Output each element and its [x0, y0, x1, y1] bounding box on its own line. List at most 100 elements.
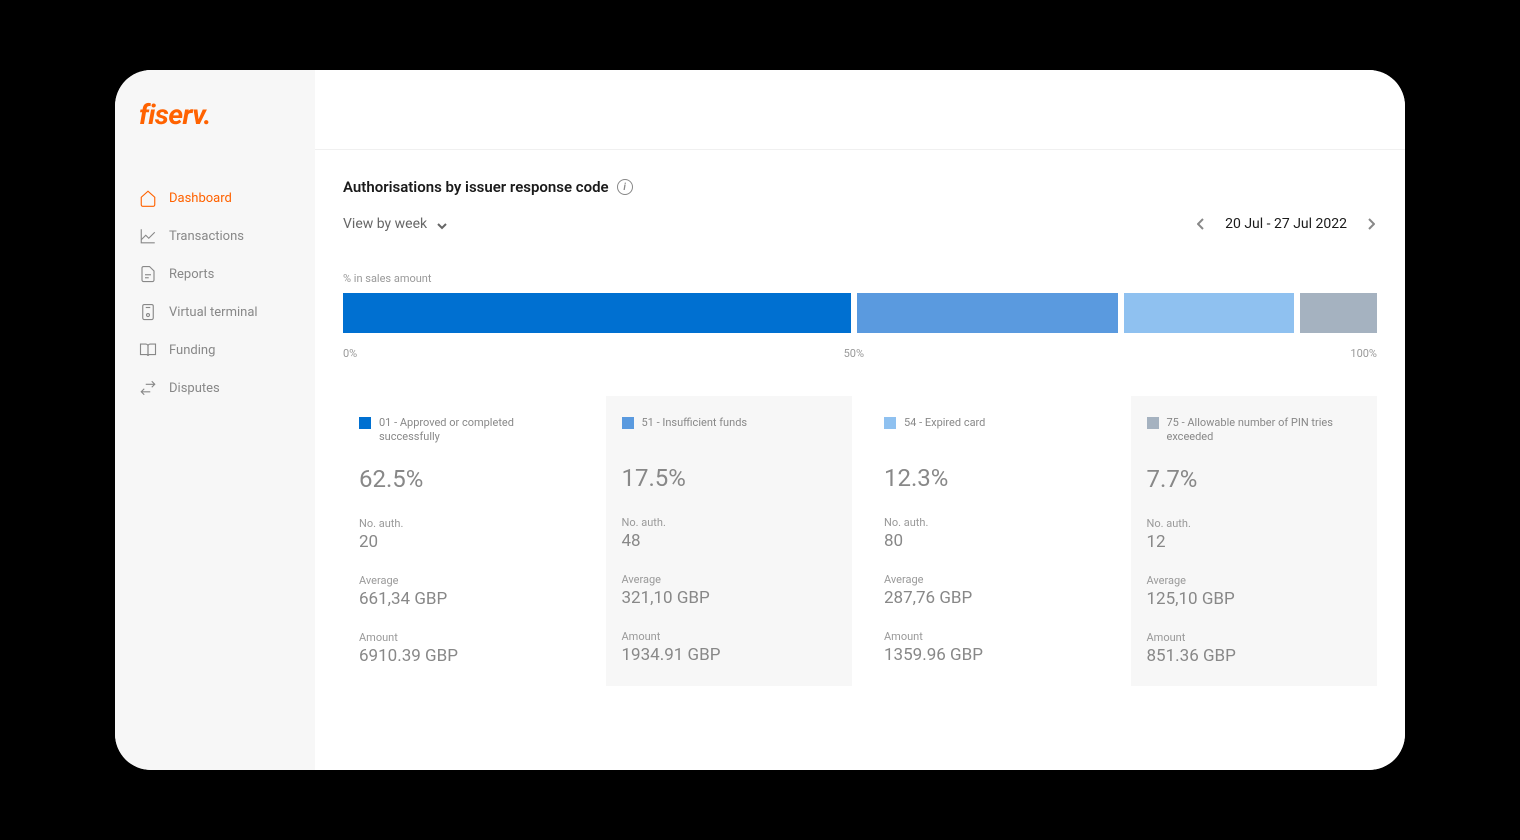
- metric-label: No. auth.: [884, 516, 1099, 529]
- metric-label: Average: [359, 574, 574, 587]
- card-title: 54 - Expired card: [904, 416, 985, 430]
- axis-mid: 50%: [844, 347, 864, 360]
- book-icon: [139, 341, 157, 359]
- bar-segment-1: [857, 293, 1118, 333]
- metric-label: No. auth.: [622, 516, 837, 529]
- section-title: Authorisations by issuer response code: [343, 178, 609, 196]
- stacked-bar-chart: [343, 293, 1377, 333]
- color-chip: [1147, 417, 1159, 429]
- axis-start: 0%: [343, 347, 357, 360]
- metric-value: 6910.39 GBP: [359, 646, 574, 666]
- metric-label: Average: [622, 573, 837, 586]
- response-card-0: 01 - Approved or completed successfully 6…: [343, 396, 590, 686]
- card-percent: 62.5%: [359, 465, 574, 493]
- sidebar-item-disputes[interactable]: Disputes: [115, 369, 315, 407]
- sidebar: fiserv. Dashboard Transactions Reports Virt…: [115, 70, 315, 770]
- metric-label: Amount: [622, 630, 837, 643]
- controls-row: View by week 20 Jul - 27 Jul 2022: [343, 216, 1377, 232]
- card-title: 75 - Allowable number of PIN tries excee…: [1167, 416, 1362, 445]
- card-header: 54 - Expired card: [884, 416, 1099, 444]
- card-metric: Amount 1934.91 GBP: [622, 630, 837, 665]
- sidebar-nav: Dashboard Transactions Reports Virtual term…: [115, 179, 315, 407]
- card-metric: Average 661,34 GBP: [359, 574, 574, 609]
- card-header: 01 - Approved or completed successfully: [359, 416, 574, 445]
- card-header: 51 - Insufficient funds: [622, 416, 837, 444]
- main-content: Authorisations by issuer response code i…: [315, 70, 1405, 770]
- metric-value: 321,10 GBP: [622, 588, 837, 608]
- arrows-icon: [139, 379, 157, 397]
- response-card-3: 75 - Allowable number of PIN tries excee…: [1131, 396, 1378, 686]
- sidebar-item-reports[interactable]: Reports: [115, 255, 315, 293]
- response-code-cards: 01 - Approved or completed successfully 6…: [343, 396, 1377, 686]
- card-metric: Average 321,10 GBP: [622, 573, 837, 608]
- metric-value: 125,10 GBP: [1147, 589, 1362, 609]
- sidebar-item-label: Reports: [169, 267, 214, 282]
- date-range-picker: 20 Jul - 27 Jul 2022: [1195, 216, 1377, 232]
- view-by-label: View by week: [343, 216, 427, 232]
- card-title: 51 - Insufficient funds: [642, 416, 748, 430]
- color-chip: [359, 417, 371, 429]
- bar-segment-3: [1300, 293, 1377, 333]
- chevron-down-icon: [437, 219, 447, 229]
- brand-logo: fiserv.: [115, 98, 315, 179]
- sidebar-item-label: Disputes: [169, 381, 220, 396]
- response-card-1: 51 - Insufficient funds 17.5% No. auth. 48 A…: [606, 396, 853, 686]
- sidebar-item-dashboard[interactable]: Dashboard: [115, 179, 315, 217]
- view-by-dropdown[interactable]: View by week: [343, 216, 447, 232]
- sidebar-item-virtual-terminal[interactable]: Virtual terminal: [115, 293, 315, 331]
- metric-label: Average: [1147, 574, 1362, 587]
- date-range-label[interactable]: 20 Jul - 27 Jul 2022: [1225, 216, 1347, 232]
- card-metric: No. auth. 80: [884, 516, 1099, 551]
- card-metric: Average 287,76 GBP: [884, 573, 1099, 608]
- metric-value: 48: [622, 531, 837, 551]
- home-icon: [139, 189, 157, 207]
- card-percent: 7.7%: [1147, 465, 1362, 493]
- metric-value: 287,76 GBP: [884, 588, 1099, 608]
- bar-segment-0: [343, 293, 851, 333]
- card-metric: Amount 1359.96 GBP: [884, 630, 1099, 665]
- sidebar-item-transactions[interactable]: Transactions: [115, 217, 315, 255]
- document-icon: [139, 265, 157, 283]
- card-metric: No. auth. 20: [359, 517, 574, 552]
- metric-value: 12: [1147, 532, 1362, 552]
- metric-value: 1359.96 GBP: [884, 645, 1099, 665]
- axis-end: 100%: [1350, 347, 1377, 360]
- metric-label: Amount: [1147, 631, 1362, 644]
- response-card-2: 54 - Expired card 12.3% No. auth. 80 Average…: [868, 396, 1115, 686]
- sidebar-item-label: Transactions: [169, 229, 244, 244]
- sidebar-item-funding[interactable]: Funding: [115, 331, 315, 369]
- color-chip: [884, 417, 896, 429]
- card-title: 01 - Approved or completed successfully: [379, 416, 574, 445]
- metric-label: Amount: [884, 630, 1099, 643]
- metric-value: 1934.91 GBP: [622, 645, 837, 665]
- card-metric: No. auth. 12: [1147, 517, 1362, 552]
- chart-area: % in sales amount 0% 50% 100%: [343, 272, 1377, 360]
- sidebar-item-label: Dashboard: [169, 191, 232, 206]
- metric-label: No. auth.: [1147, 517, 1362, 530]
- card-header: 75 - Allowable number of PIN tries excee…: [1147, 416, 1362, 445]
- metric-value: 80: [884, 531, 1099, 551]
- chart-label: % in sales amount: [343, 272, 1377, 285]
- topbar: [315, 70, 1405, 150]
- date-prev-button[interactable]: [1195, 218, 1207, 230]
- sidebar-item-label: Funding: [169, 343, 215, 358]
- sidebar-item-label: Virtual terminal: [169, 305, 258, 320]
- metric-value: 20: [359, 532, 574, 552]
- card-metric: No. auth. 48: [622, 516, 837, 551]
- metric-value: 661,34 GBP: [359, 589, 574, 609]
- section-header: Authorisations by issuer response code i: [343, 178, 1377, 196]
- info-icon[interactable]: i: [617, 179, 633, 195]
- card-metric: Average 125,10 GBP: [1147, 574, 1362, 609]
- chart-axis: 0% 50% 100%: [343, 347, 1377, 360]
- card-metric: Amount6910.39 GBP: [359, 631, 574, 666]
- metric-label: Average: [884, 573, 1099, 586]
- card-percent: 17.5%: [622, 464, 837, 492]
- metric-label: No. auth.: [359, 517, 574, 530]
- card-metric: Amount851.36 GBP: [1147, 631, 1362, 666]
- card-percent: 12.3%: [884, 464, 1099, 492]
- content-area: Authorisations by issuer response code i…: [315, 150, 1405, 770]
- color-chip: [622, 417, 634, 429]
- date-next-button[interactable]: [1365, 218, 1377, 230]
- app-window: fiserv. Dashboard Transactions Reports Virt…: [115, 70, 1405, 770]
- terminal-icon: [139, 303, 157, 321]
